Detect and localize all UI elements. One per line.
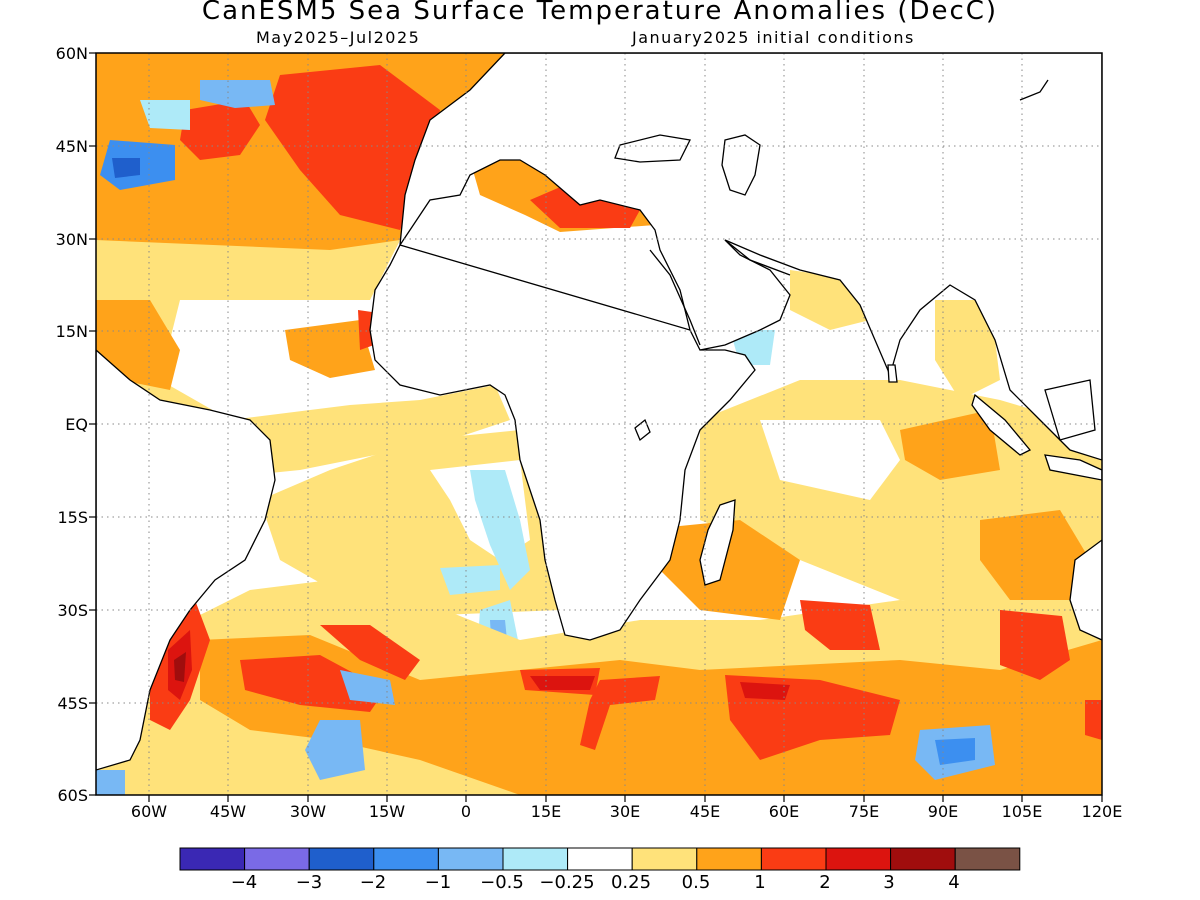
colorbar-label: −3 bbox=[295, 872, 323, 893]
land-indonesia bbox=[1044, 454, 1102, 481]
colorbar-swatch bbox=[890, 847, 956, 871]
colorbar-label: −0.5 bbox=[480, 872, 524, 893]
colorbar-label: 4 bbox=[948, 872, 960, 893]
colorbar-label: −0.25 bbox=[539, 872, 595, 893]
lon-label: 60E bbox=[768, 802, 800, 821]
land-sumatra bbox=[971, 393, 1032, 456]
lon-label: 90E bbox=[927, 802, 959, 821]
anomaly-region bbox=[530, 676, 595, 690]
forecast-period: May2025–Jul2025 bbox=[256, 28, 421, 47]
inland-waters bbox=[614, 79, 1049, 346]
axis-ticks bbox=[89, 52, 1103, 802]
anomaly-region bbox=[1085, 700, 1102, 740]
land-borneo bbox=[1044, 379, 1096, 441]
land-australia bbox=[1069, 539, 1102, 641]
anomaly-region bbox=[800, 600, 880, 650]
anomaly-region bbox=[358, 310, 374, 350]
lat-label: 30N bbox=[55, 230, 88, 249]
persian-gulf bbox=[724, 239, 791, 276]
land-africa-europe-asia bbox=[369, 53, 1102, 641]
lon-label: 15E bbox=[530, 802, 562, 821]
colorbar-label: 0.25 bbox=[610, 872, 652, 893]
land-south-america bbox=[96, 349, 276, 771]
lon-label: 75E bbox=[848, 802, 880, 821]
anomaly-region bbox=[340, 670, 395, 705]
colorbar-swatch bbox=[631, 847, 698, 871]
anomaly-region bbox=[760, 420, 900, 500]
colorbar-label: −4 bbox=[230, 872, 258, 893]
anomaly-region bbox=[265, 65, 440, 230]
initial-conditions: January2025 initial conditions bbox=[632, 28, 915, 47]
anomaly-region bbox=[980, 510, 1090, 600]
anomaly-region bbox=[200, 635, 1102, 795]
colorbar-label: 0.5 bbox=[681, 872, 711, 893]
colorbar-label: 2 bbox=[819, 872, 831, 893]
lon-label: 30E bbox=[609, 802, 641, 821]
red-sea bbox=[649, 249, 701, 346]
lat-label: 60N bbox=[55, 44, 88, 63]
lon-label: 105E bbox=[1001, 802, 1043, 821]
lon-label: 120E bbox=[1081, 802, 1123, 821]
lon-label: 15W bbox=[368, 802, 406, 821]
anomaly-region bbox=[96, 300, 180, 390]
colorbar-swatch bbox=[825, 847, 892, 871]
anomaly-region bbox=[470, 470, 530, 590]
colorbar-swatch bbox=[696, 847, 762, 871]
anomaly-region bbox=[900, 410, 1000, 480]
colorbar-swatch bbox=[760, 847, 827, 871]
colorbar-label: −1 bbox=[424, 872, 452, 893]
anomaly-region bbox=[112, 158, 140, 178]
lat-label: EQ bbox=[65, 415, 88, 434]
colorbar-label: 3 bbox=[883, 872, 895, 893]
colorbar bbox=[179, 847, 1021, 871]
map-title: CanESM5 Sea Surface Temperature Anomalie… bbox=[201, 0, 999, 26]
anomaly-region bbox=[530, 185, 640, 228]
land-madagascar bbox=[699, 499, 736, 586]
anomaly-region bbox=[740, 682, 790, 700]
colorbar-swatch bbox=[502, 847, 569, 871]
lat-label: 15N bbox=[55, 322, 88, 341]
anomaly-region bbox=[305, 720, 365, 780]
landmasses bbox=[96, 53, 1102, 771]
coast-detail bbox=[1019, 79, 1049, 101]
anomaly-region bbox=[1000, 605, 1070, 680]
colorbar-swatch bbox=[373, 847, 439, 871]
lon-label: 0 bbox=[460, 802, 472, 821]
anomaly-region bbox=[935, 738, 975, 765]
caspian-sea bbox=[721, 134, 761, 196]
lon-label: 60W bbox=[130, 802, 168, 821]
anomaly-region bbox=[320, 625, 420, 680]
lon-label: 45E bbox=[689, 802, 721, 821]
land-lake bbox=[634, 418, 651, 442]
black-sea bbox=[614, 134, 691, 163]
colorbar-swatch bbox=[308, 847, 375, 871]
anomaly-region bbox=[200, 80, 275, 108]
colorbar-label: 1 bbox=[754, 872, 766, 893]
anomaly-region bbox=[174, 652, 186, 682]
anomaly-region bbox=[440, 565, 500, 595]
anomaly-region bbox=[240, 655, 385, 712]
colorbar-swatch bbox=[567, 847, 633, 871]
lat-label: 45S bbox=[57, 694, 88, 713]
colorbar-swatch bbox=[244, 847, 310, 871]
anomaly-region bbox=[180, 100, 260, 160]
land-sri-lanka bbox=[887, 364, 898, 383]
colorbar-swatch bbox=[954, 847, 1021, 871]
lat-label: 15S bbox=[57, 508, 88, 527]
lon-label: 45W bbox=[209, 802, 247, 821]
anomaly-region bbox=[140, 100, 190, 130]
lat-label: 30S bbox=[57, 601, 88, 620]
anomaly-region bbox=[935, 300, 1000, 400]
colorbar-swatch bbox=[437, 847, 504, 871]
lon-label: 30W bbox=[289, 802, 327, 821]
anomaly-region bbox=[96, 240, 400, 300]
colorbar-swatch bbox=[179, 847, 246, 871]
colorbar-label: −2 bbox=[359, 872, 387, 893]
lat-label: 45N bbox=[55, 137, 88, 156]
anomaly-region bbox=[580, 676, 660, 750]
anomaly-region bbox=[96, 770, 125, 795]
lat-label: 60S bbox=[57, 786, 88, 805]
